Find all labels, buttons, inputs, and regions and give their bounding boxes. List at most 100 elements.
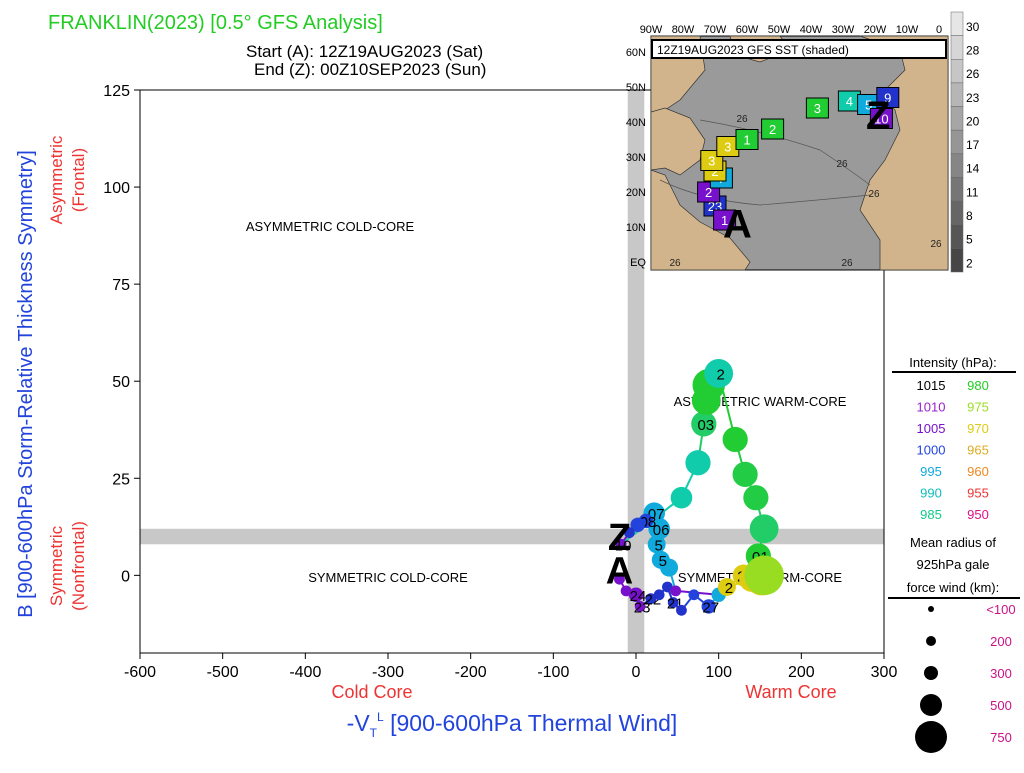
colorbar-tick: 20 xyxy=(966,114,980,128)
colorbar-segment xyxy=(950,35,964,60)
radius-legend-dot xyxy=(920,694,942,716)
x-cold-core-caption: Cold Core xyxy=(331,682,412,702)
inset-track-box xyxy=(761,118,785,140)
radius-legend-label: 200 xyxy=(990,634,1012,649)
x-tick-label: 300 xyxy=(871,664,898,681)
inset-lon-label: 10W xyxy=(896,24,919,36)
track-point xyxy=(653,589,665,601)
colorbar-segment xyxy=(950,106,964,131)
colorbar-segment xyxy=(950,59,964,84)
radius-legend-label: <100 xyxy=(986,602,1015,617)
inset-track-box-label: 2 xyxy=(769,122,776,137)
end-marker: Z xyxy=(608,517,631,559)
inset-contour-labels: 26 26 26 26 26 26 xyxy=(669,114,942,269)
x-warm-core-caption: Warm Core xyxy=(745,682,836,702)
track-point xyxy=(670,486,693,509)
inset-track-box-label: 2 xyxy=(711,164,718,179)
track-point-label: 2 xyxy=(716,366,724,383)
inset-lon-label: 20W xyxy=(864,24,887,36)
cyclone-track: 24232221275506070810032012823 xyxy=(614,359,784,616)
inset-track-box xyxy=(713,209,737,231)
track-point xyxy=(749,514,779,544)
track-point xyxy=(722,426,748,453)
colorbar-segment xyxy=(950,11,964,36)
inset-track-box-label: 2 xyxy=(705,185,712,200)
track-point xyxy=(614,573,625,585)
inset-track-box-label: 10 xyxy=(874,112,888,127)
colorbar-tick: 17 xyxy=(966,138,980,152)
track-point-label: 23 xyxy=(634,599,651,616)
inset-end-marker: Z xyxy=(866,94,890,138)
y-bottom-caption-2: (Nonfrontal) xyxy=(69,521,88,611)
y-axis-label: B [900-600hPa Storm-Relative Thickness S… xyxy=(15,150,37,618)
track-point xyxy=(743,485,769,511)
track-point xyxy=(634,601,646,612)
y-tick-label: 0 xyxy=(121,568,130,585)
inset-track-box-label: 3 xyxy=(724,140,731,155)
colorbar-tick: 11 xyxy=(966,185,979,199)
figure-title: FRANKLIN(2023) [0.5° GFS Analysis] xyxy=(48,12,383,34)
track-point xyxy=(732,461,758,487)
x-tick-label: -300 xyxy=(372,664,404,681)
colorbar-tick: 8 xyxy=(966,209,973,223)
colorbar-tick: 5 xyxy=(966,233,973,247)
track-point xyxy=(670,585,682,597)
track-point xyxy=(676,604,687,616)
radius-title-2: 925hPa gale xyxy=(916,557,989,572)
inset-track-box xyxy=(735,129,759,150)
x-tick-label: 100 xyxy=(705,664,732,681)
inset-lon-label: 90W xyxy=(640,24,663,36)
inset-contour-label: 26 xyxy=(868,189,880,200)
intensity-legend-rows: 1015 980 1010 975 1005 970 1000 965 995 960 990 955… xyxy=(917,378,989,522)
track-point-label: 5 xyxy=(654,537,662,554)
inset-lat-label: 50N xyxy=(626,82,646,94)
inset-lon-label: 30W xyxy=(832,24,855,36)
inset-track-box xyxy=(869,108,893,129)
track-point xyxy=(645,593,657,605)
track-point-label: 2 xyxy=(725,580,733,597)
colorbar-segment xyxy=(950,129,964,155)
inset-title-box xyxy=(651,39,947,59)
x-tick-label: -200 xyxy=(455,664,487,681)
y-tick-label: 50 xyxy=(112,374,130,391)
x-tick-label: -100 xyxy=(537,664,569,681)
inset-track-box-label: 4 xyxy=(846,94,853,109)
neutral-band-vertical xyxy=(627,90,645,653)
x-axis-label: -VTL [900-600hPa Thermal Wind] xyxy=(347,710,678,740)
track-point-label: 5 xyxy=(659,553,667,570)
track-point xyxy=(691,411,717,437)
intensity-value-left: 1015 xyxy=(917,378,946,393)
end-line: End (Z): 00Z10SEP2023 (Sun) xyxy=(254,60,486,79)
track-point-label: 06 xyxy=(653,522,670,539)
plot-frame xyxy=(139,89,885,654)
x-label-main: -V xyxy=(347,710,371,736)
start-marker: A xyxy=(606,550,633,592)
colorbar-tick: 2 xyxy=(966,256,973,270)
intensity-value-left: 1010 xyxy=(917,400,946,415)
track-point xyxy=(647,535,666,554)
inset-sst-map: 12Z19AUG2023 GFS SST (shaded) 90W 80W 70W 6… xyxy=(626,11,980,273)
inset-track-box-label: 1 xyxy=(743,133,750,148)
y-tick-label: 75 xyxy=(112,277,130,294)
track-point xyxy=(615,538,627,550)
quadrant-upper-left: ASYMMETRIC COLD-CORE xyxy=(246,219,415,234)
intensity-value-right: 965 xyxy=(967,443,989,458)
track-point xyxy=(717,577,736,596)
inset-lat-label: 20N xyxy=(626,187,646,199)
y-tick-label: 25 xyxy=(112,471,130,488)
intensity-value-left: 985 xyxy=(920,507,942,522)
track-point xyxy=(667,597,679,608)
inset-lon-label: 70W xyxy=(704,24,727,36)
track-point xyxy=(701,599,716,614)
neutral-band-horizontal xyxy=(140,528,884,545)
colorbar-segment xyxy=(950,153,964,178)
track-point xyxy=(620,585,632,597)
y-axis-ticks: 0 25 50 75 100 125 xyxy=(103,83,140,585)
x-tick-label: 200 xyxy=(788,664,815,681)
intensity-value-left: 990 xyxy=(920,486,942,501)
intensity-value-right: 980 xyxy=(967,378,989,393)
intensity-value-left: 1000 xyxy=(917,443,946,458)
x-label-rest: [900-600hPa Thermal Wind] xyxy=(384,710,678,736)
